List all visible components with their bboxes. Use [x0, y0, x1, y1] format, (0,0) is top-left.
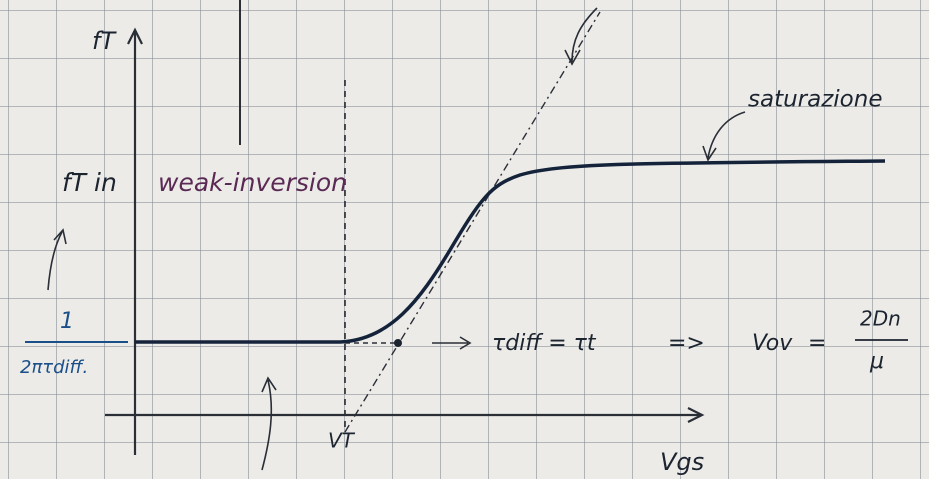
equation-numerator: 2Dn [860, 307, 901, 331]
equation-implies: => [668, 331, 705, 356]
grid-paper [0, 0, 929, 479]
y-axis-label: fT [92, 27, 117, 55]
weak-inversion-prefix: fT in [62, 168, 117, 197]
intercept-dot [394, 339, 402, 347]
equation-denominator: μ [869, 349, 884, 374]
saturation-label: saturazione [748, 87, 883, 113]
equation-equals: = [808, 331, 826, 356]
fraction-denominator: 2πτdiff. [20, 357, 88, 378]
fraction-numerator: 1 [60, 309, 74, 334]
weak-inversion-label: weak-inversion [158, 168, 347, 197]
equation-relation: τdiff = τt [492, 331, 597, 356]
x-axis-label: Vgs [660, 448, 704, 476]
notebook-page: fT Vgs VT fT in weak-inversion saturazio… [0, 0, 929, 479]
equation-lhs: Vov [752, 331, 793, 356]
threshold-label: VT [328, 429, 356, 453]
